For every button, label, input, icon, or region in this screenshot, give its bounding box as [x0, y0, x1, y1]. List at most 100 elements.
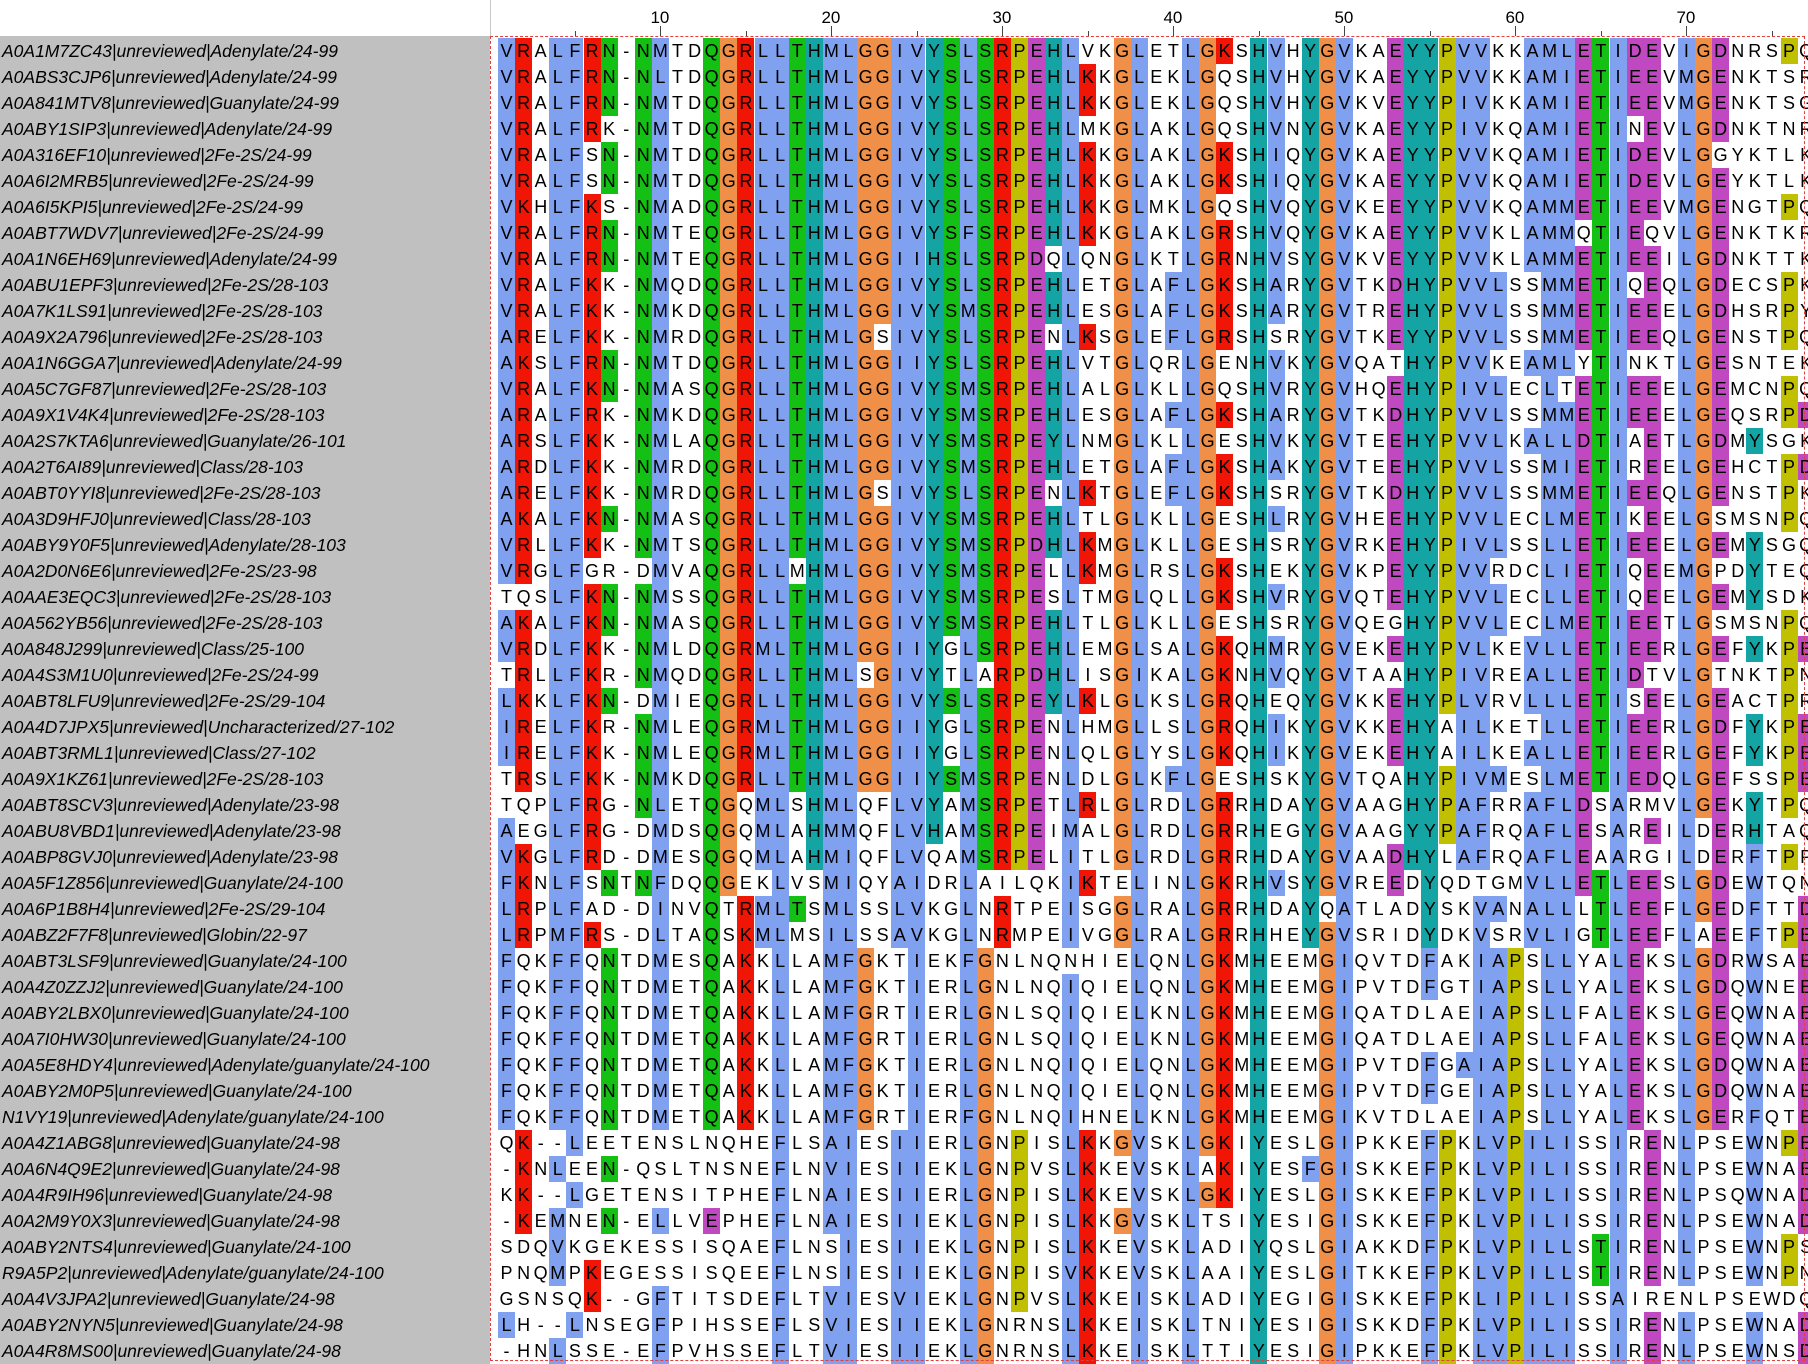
residue[interactable]: E — [859, 1185, 872, 1205]
residue[interactable]: H — [1081, 717, 1095, 737]
residue[interactable]: S — [722, 1289, 735, 1309]
residue[interactable]: L — [1677, 298, 1695, 324]
residue[interactable]: G — [1113, 38, 1131, 64]
residue[interactable]: S — [976, 298, 994, 324]
residue[interactable]: H — [534, 197, 548, 217]
residue[interactable]: G — [720, 64, 738, 90]
residue[interactable]: M — [651, 818, 669, 844]
residue[interactable]: R — [515, 532, 533, 558]
residue[interactable]: P — [1506, 1286, 1524, 1312]
residue[interactable]: Y — [1301, 298, 1319, 324]
residue[interactable]: E — [1387, 376, 1405, 402]
residue[interactable]: Q — [1029, 873, 1044, 893]
residue[interactable]: L — [959, 90, 977, 116]
residue[interactable]: K — [1509, 431, 1522, 451]
residue[interactable]: A — [1081, 821, 1094, 841]
residue[interactable]: G — [857, 688, 875, 714]
residue[interactable]: G — [1695, 90, 1712, 116]
residue[interactable]: A — [1524, 428, 1541, 454]
residue[interactable]: E — [1643, 64, 1661, 90]
residue[interactable]: Q — [703, 818, 721, 844]
residue[interactable]: G — [1113, 428, 1131, 454]
residue[interactable]: G — [1113, 116, 1131, 142]
residue[interactable]: A — [1455, 844, 1473, 870]
residue[interactable]: Q — [1286, 171, 1301, 191]
residue[interactable]: M — [1541, 168, 1559, 194]
residue[interactable]: K — [603, 119, 616, 139]
residue[interactable]: E — [1575, 610, 1593, 636]
residue[interactable]: Y — [1301, 272, 1319, 298]
residue[interactable]: I — [1062, 844, 1080, 870]
residue[interactable]: P — [1780, 636, 1798, 662]
residue[interactable]: D — [1028, 662, 1046, 688]
residue[interactable]: G — [1199, 766, 1217, 792]
residue[interactable]: E — [1372, 873, 1385, 893]
residue[interactable]: A — [808, 1029, 821, 1049]
residue[interactable]: I — [908, 870, 926, 896]
residue[interactable]: F — [1541, 844, 1559, 870]
residue[interactable]: E — [756, 1185, 769, 1205]
residue[interactable]: K — [1098, 41, 1111, 61]
residue[interactable]: N — [1030, 1315, 1044, 1335]
residue[interactable]: Q — [703, 870, 721, 896]
residue[interactable]: - — [623, 431, 630, 451]
residue[interactable]: R — [993, 376, 1011, 402]
residue[interactable]: E — [1626, 1104, 1644, 1130]
residue[interactable]: A — [688, 925, 701, 945]
residue[interactable]: G — [720, 766, 738, 792]
residue[interactable]: L — [549, 428, 567, 454]
residue[interactable]: L — [771, 766, 789, 792]
residue[interactable]: Q — [1286, 223, 1301, 243]
residue[interactable]: N — [995, 1159, 1009, 1179]
residue[interactable]: G — [1318, 584, 1336, 610]
residue[interactable]: S — [1526, 1055, 1539, 1075]
residue[interactable]: H — [1250, 376, 1268, 402]
residue[interactable]: K — [1629, 509, 1642, 529]
sequence-name[interactable]: N1VY19|unreviewed|Adenylate/guanylate/24… — [2, 1107, 384, 1127]
residue[interactable]: L — [754, 90, 772, 116]
residue[interactable]: H — [805, 792, 823, 818]
residue[interactable]: M — [651, 220, 669, 246]
residue[interactable]: R — [1149, 561, 1163, 581]
residue[interactable]: V — [1455, 246, 1473, 272]
residue[interactable]: D — [1269, 847, 1283, 867]
residue[interactable]: Y — [1301, 844, 1319, 870]
sequence-name[interactable]: A0A4V3JPA2|unreviewed|Guanylate/24-98 — [2, 1289, 335, 1309]
residue[interactable]: L — [1424, 1029, 1435, 1049]
residue[interactable]: S — [1235, 93, 1248, 113]
residue[interactable]: Y — [1250, 1286, 1268, 1312]
residue[interactable]: F — [498, 1026, 515, 1052]
residue[interactable]: I — [1472, 1000, 1490, 1026]
residue[interactable]: G — [976, 1104, 994, 1130]
residue[interactable]: K — [1355, 223, 1368, 243]
residue[interactable]: Q — [1354, 951, 1369, 971]
residue[interactable]: T — [1390, 1055, 1402, 1075]
residue[interactable]: N — [634, 376, 652, 402]
residue[interactable]: K — [1287, 717, 1300, 737]
residue[interactable]: E — [1028, 818, 1046, 844]
residue[interactable]: R — [737, 402, 755, 428]
residue[interactable]: S — [585, 1341, 598, 1361]
residue[interactable]: L — [1677, 1312, 1695, 1338]
residue[interactable]: L — [771, 532, 789, 558]
residue[interactable]: H — [705, 1341, 719, 1361]
residue[interactable]: L — [549, 324, 567, 350]
residue[interactable]: S — [976, 90, 994, 116]
residue[interactable]: V — [1267, 870, 1285, 896]
residue[interactable]: L — [1014, 1003, 1025, 1023]
residue[interactable]: E — [1575, 844, 1593, 870]
residue[interactable]: A — [1782, 1055, 1795, 1075]
residue[interactable]: K — [1458, 899, 1471, 919]
residue[interactable]: N — [671, 899, 684, 919]
residue[interactable]: N — [1765, 1003, 1779, 1023]
residue[interactable]: Q — [1371, 769, 1386, 789]
residue[interactable]: N — [634, 584, 652, 610]
residue[interactable]: - — [623, 535, 630, 555]
residue[interactable]: Y — [925, 376, 943, 402]
residue[interactable]: E — [1575, 480, 1593, 506]
residue[interactable]: I — [1558, 90, 1576, 116]
residue[interactable]: T — [1356, 405, 1367, 425]
sequence-name[interactable]: A0A4Z1ABG8|unreviewed|Guanylate/24-98 — [2, 1133, 340, 1153]
residue[interactable]: L — [549, 688, 567, 714]
residue[interactable]: T — [808, 1341, 820, 1361]
